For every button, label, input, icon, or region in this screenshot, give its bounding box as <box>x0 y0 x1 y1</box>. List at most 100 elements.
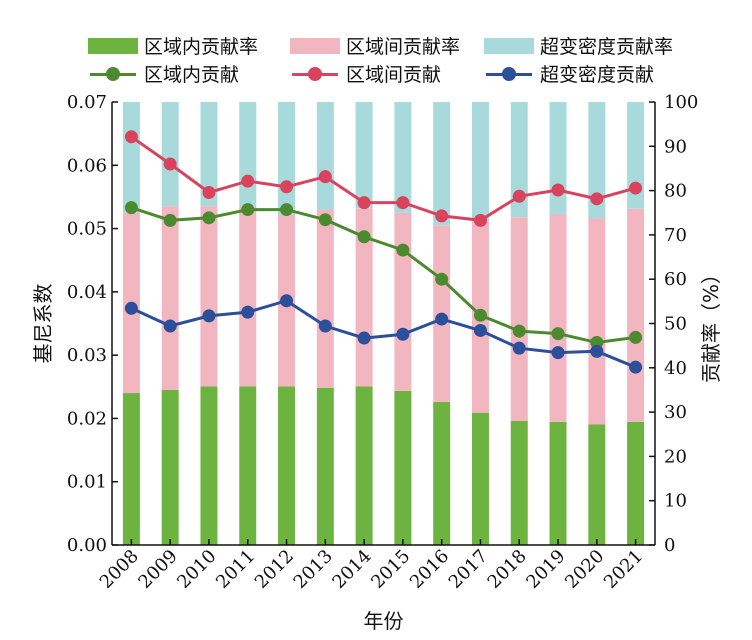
data-point <box>396 327 410 341</box>
data-point <box>512 324 526 338</box>
data-point <box>124 130 138 144</box>
data-point <box>396 196 410 210</box>
bar-segment <box>161 102 179 207</box>
data-point <box>241 305 255 319</box>
data-point <box>318 319 332 333</box>
series-line <box>130 299 637 369</box>
legend-label: 区域内贡献率 <box>144 36 259 58</box>
y-tick-label-left: 0.04 <box>67 282 107 303</box>
x-tick-label: 2019 <box>522 546 569 593</box>
data-point <box>202 211 216 225</box>
bar-segment <box>316 102 334 210</box>
data-point <box>202 185 216 199</box>
bar-segment <box>278 102 296 215</box>
data-point <box>280 203 294 217</box>
x-tick-label: 2012 <box>251 546 298 593</box>
y-tick-label-right: 10 <box>664 491 687 512</box>
data-point <box>163 319 177 333</box>
y-tick-label-left: 0.00 <box>67 535 107 556</box>
bar-segment <box>355 386 373 545</box>
data-point <box>590 192 604 206</box>
legend-line-marker <box>88 66 138 82</box>
data-point <box>512 341 526 355</box>
data-point <box>512 189 526 203</box>
bar-segment <box>627 102 645 209</box>
data-point <box>629 330 643 344</box>
y-axis-title-left: 基尼系数 <box>31 284 55 364</box>
data-point <box>629 181 643 195</box>
x-tick-label: 2010 <box>173 546 220 593</box>
y-tick-label-right: 40 <box>664 358 687 379</box>
bar-segment <box>549 102 567 215</box>
bar-segment <box>122 393 140 545</box>
legend-item-line-0: 区域内贡献 <box>88 60 239 87</box>
data-point <box>473 308 487 322</box>
legend-item-bar-2: 超变密度贡献率 <box>484 32 673 59</box>
bar-segment <box>394 390 412 545</box>
data-point <box>318 213 332 227</box>
x-tick-label: 2011 <box>212 546 259 593</box>
legend-swatch <box>88 37 138 54</box>
y-tick-label-right: 60 <box>664 269 687 290</box>
legend-label: 区域内贡献 <box>144 64 240 86</box>
y-tick-label-left: 0.02 <box>67 408 107 429</box>
x-tick-label: 2018 <box>484 546 531 593</box>
bar-segment <box>549 214 567 422</box>
bar-segment <box>394 102 412 213</box>
legend-line-marker <box>290 66 340 82</box>
bar-segment <box>239 102 257 207</box>
bar-segment <box>239 386 257 545</box>
y-tick-label-right: 50 <box>664 314 687 335</box>
x-tick-label: 2013 <box>290 546 337 593</box>
y-tick-label-right: 0 <box>664 535 675 556</box>
data-point <box>357 196 371 210</box>
bar-segment <box>433 102 451 226</box>
y-tick-label-left: 0.06 <box>67 155 107 176</box>
data-point <box>357 331 371 345</box>
bar-segment <box>316 387 334 545</box>
bar-segment <box>588 424 606 545</box>
y-tick-label-right: 20 <box>664 446 687 467</box>
x-axis-title: 年份 <box>364 609 404 633</box>
bar-segment <box>200 206 218 387</box>
bar-segment <box>200 102 218 207</box>
data-point <box>280 180 294 194</box>
x-tick-label: 2020 <box>561 546 608 593</box>
data-point <box>124 301 138 315</box>
series-line <box>130 206 636 345</box>
bar-segment <box>471 412 489 545</box>
y-axis-title-right: 贡献率（%） <box>699 264 723 383</box>
data-point <box>202 309 216 323</box>
legend-label: 超变密度贡献率 <box>540 36 674 58</box>
data-point <box>357 230 371 244</box>
data-point <box>435 209 449 223</box>
bar-segment <box>510 420 528 545</box>
bar-segment <box>627 421 645 545</box>
data-point <box>551 183 565 197</box>
x-tick-label: 2021 <box>600 546 647 593</box>
data-point <box>124 201 138 215</box>
data-point <box>551 327 565 341</box>
data-point <box>629 360 643 374</box>
data-point <box>318 170 332 184</box>
legend-item-line-2: 超变密度贡献 <box>484 60 654 87</box>
y-tick-label-left: 0.01 <box>67 472 107 493</box>
data-point <box>435 272 449 286</box>
x-tick-label: 2014 <box>328 546 375 593</box>
bar-segment <box>355 102 373 209</box>
bar-segment <box>510 102 528 218</box>
bar-segment <box>200 386 218 545</box>
series-line <box>130 135 636 222</box>
bar-segment <box>588 102 606 219</box>
y-tick-label-right: 80 <box>664 181 687 202</box>
legend-label: 超变密度贡献 <box>540 64 655 86</box>
x-tick-label: 2017 <box>445 546 492 593</box>
data-point <box>396 243 410 257</box>
data-point <box>163 213 177 227</box>
data-point <box>280 294 294 308</box>
bar-segment <box>588 218 606 425</box>
data-point <box>473 323 487 337</box>
x-tick-label: 2016 <box>406 546 453 593</box>
y-tick-label-right: 90 <box>664 136 687 157</box>
